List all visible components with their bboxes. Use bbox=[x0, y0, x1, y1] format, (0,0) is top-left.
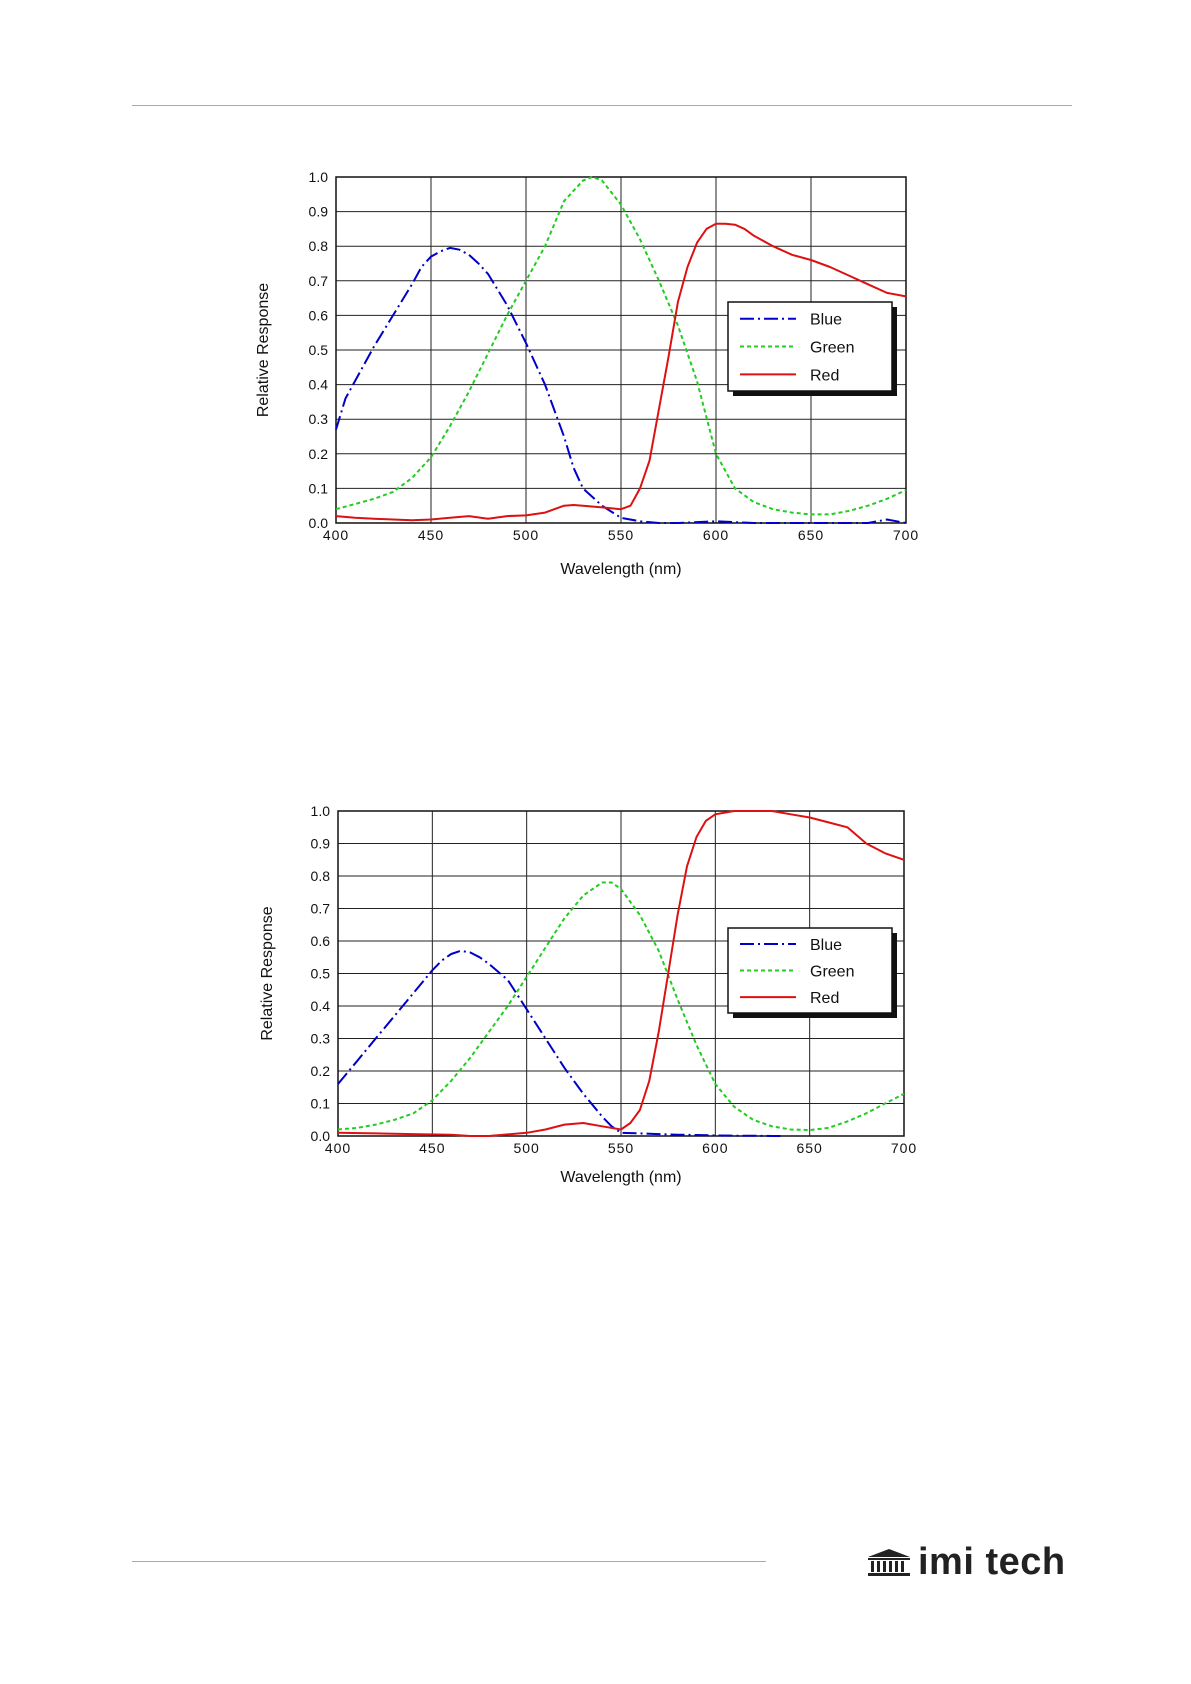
y-tick-label: 0.1 bbox=[309, 480, 329, 496]
x-tick-label: 650 bbox=[796, 1140, 822, 1156]
y-tick-label: 0.5 bbox=[311, 966, 331, 982]
y-axis-label: Relative Response bbox=[259, 906, 276, 1040]
series-line-red bbox=[337, 810, 905, 1137]
x-tick-label: 700 bbox=[891, 1140, 917, 1156]
y-tick-label: 0.7 bbox=[311, 901, 331, 917]
x-tick-label: 600 bbox=[702, 1140, 728, 1156]
x-tick-label: 550 bbox=[608, 527, 634, 543]
spectral-response-chart-1: 400 450 500 550 600 650 700 0.0 0.1 0.2 0.3 0.4 0.5 0… bbox=[255, 169, 919, 578]
plot-frame bbox=[337, 810, 905, 1137]
x-tick-label: 450 bbox=[418, 527, 444, 543]
header-rule bbox=[132, 105, 1072, 106]
y-axis-label: Relative Response bbox=[255, 283, 272, 417]
x-tick-label: 500 bbox=[513, 1140, 539, 1156]
y-tick-label: 0.3 bbox=[309, 411, 329, 427]
plot-frame bbox=[335, 176, 907, 524]
x-tick-label: 500 bbox=[513, 527, 539, 543]
y-tick-label: 0.9 bbox=[309, 204, 329, 220]
y-tick-label: 0.0 bbox=[309, 515, 329, 531]
building-columns-icon bbox=[868, 1549, 910, 1576]
y-tick-label: 1.0 bbox=[311, 803, 331, 819]
series-line-green bbox=[337, 881, 905, 1132]
legend-label-green: Green bbox=[810, 964, 854, 981]
series-line-green bbox=[335, 176, 907, 516]
footer-rule bbox=[132, 1561, 766, 1562]
legend-label-red: Red bbox=[810, 367, 839, 384]
x-tick-label: 400 bbox=[323, 527, 349, 543]
y-tick-label: 0.4 bbox=[311, 998, 331, 1014]
x-tick-label: 700 bbox=[893, 527, 919, 543]
series-line-red bbox=[335, 222, 907, 522]
y-tick-label: 0.2 bbox=[309, 446, 329, 462]
y-tick-label: 0.8 bbox=[309, 238, 329, 254]
y-tick-label: 1.0 bbox=[309, 169, 329, 185]
y-tick-label: 0.6 bbox=[311, 933, 331, 949]
brand-logo: imi tech bbox=[866, 1540, 1066, 1584]
legend-label-blue: Blue bbox=[810, 312, 842, 329]
x-tick-label: 400 bbox=[325, 1140, 351, 1156]
x-tick-label: 550 bbox=[608, 1140, 634, 1156]
x-tick-label: 600 bbox=[703, 527, 729, 543]
legend-label-red: Red bbox=[810, 990, 839, 1007]
x-tick-label: 650 bbox=[798, 527, 824, 543]
x-axis-label: Wavelength (nm) bbox=[560, 1169, 681, 1186]
x-axis-label: Wavelength (nm) bbox=[560, 561, 681, 578]
y-tick-label: 0.7 bbox=[309, 273, 329, 289]
y-tick-label: 0.3 bbox=[311, 1031, 331, 1047]
series-line-blue bbox=[335, 246, 907, 524]
y-tick-label: 0.4 bbox=[309, 377, 329, 393]
y-tick-label: 0.6 bbox=[309, 307, 329, 323]
y-tick-label: 0.8 bbox=[311, 868, 331, 884]
y-tick-label: 0.1 bbox=[311, 1096, 331, 1112]
brand-name: imi tech bbox=[918, 1541, 1066, 1583]
y-tick-label: 0.0 bbox=[311, 1128, 331, 1144]
legend-label-green: Green bbox=[810, 340, 854, 357]
spectral-response-chart-2: 400 450 500 550 600 650 700 0.0 0.1 0.2 0.3 0.4 0.5 0… bbox=[259, 803, 917, 1186]
y-tick-label: 0.2 bbox=[311, 1063, 331, 1079]
y-tick-label: 0.5 bbox=[309, 342, 329, 358]
series-line-blue bbox=[337, 949, 782, 1137]
legend-label-blue: Blue bbox=[810, 937, 842, 954]
x-tick-label: 450 bbox=[419, 1140, 445, 1156]
y-tick-label: 0.9 bbox=[311, 836, 331, 852]
